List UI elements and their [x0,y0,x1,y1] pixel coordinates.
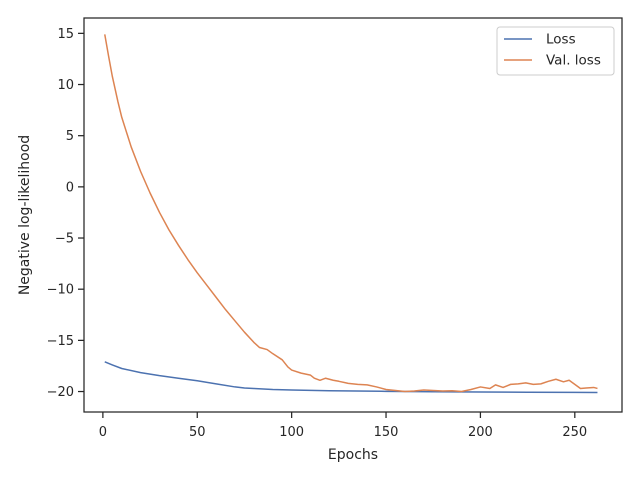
y-tick-label: 5 [66,129,74,144]
x-axis-label: Epochs [328,447,378,463]
x-tick-label: 150 [374,425,399,440]
plot-frame [83,17,623,413]
x-tick-label: 200 [468,425,493,440]
y-tick-label: −20 [47,385,74,400]
legend-label: Loss [546,32,576,48]
y-tick-label: −10 [47,283,74,298]
series-line-0 [104,361,598,394]
y-tick-label: −15 [47,334,74,349]
y-tick-label: −5 [55,232,74,247]
y-axis-label: Negative log-likelihood [17,135,33,295]
x-tick-label: 100 [279,425,304,440]
legend-label: Val. loss [546,53,601,69]
x-tick-label: 0 [99,425,107,440]
x-tick-label: 50 [189,425,206,440]
plot-area [104,34,598,394]
x-tick-label: 250 [562,425,587,440]
series-line-1 [104,34,598,393]
y-tick-label: 0 [66,180,74,195]
y-tick-label: 10 [57,78,74,93]
legend: Loss Val. loss [496,26,615,76]
y-tick-label: 15 [57,27,74,42]
